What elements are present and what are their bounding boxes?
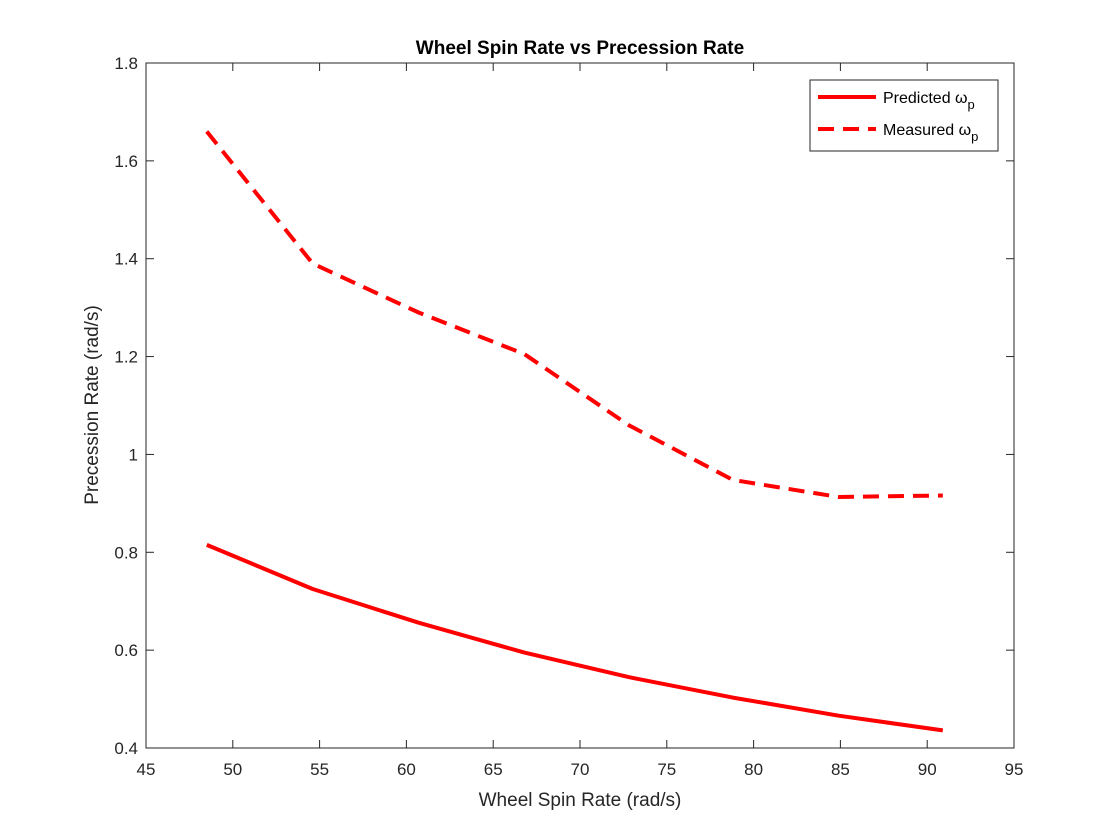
x-tick-label: 55 [310,760,329,779]
x-tick-label: 80 [744,760,763,779]
series-layer [205,130,944,733]
legend-label-text: Predicted ω [883,90,968,107]
x-tick-label: 70 [571,760,590,779]
y-tick-label: 0.8 [114,543,138,562]
series-line-measured [205,130,943,499]
x-tick-label: 90 [918,760,937,779]
plot-area [146,63,1014,748]
ticks-layer: 45 50 55 60 65 70 75 80 85 90 95 0.4 0.6 0.8 1 1.2 1.4 1.… [114,54,1023,779]
x-tick-label: 65 [484,760,503,779]
y-axis-label: Precession Rate (rad/s) [82,305,103,505]
y-tick-label: 0.4 [114,739,138,758]
legend-label-text: Measured ω [883,122,971,139]
y-tick-label: 1.6 [114,152,138,171]
y-tick-label: 1.8 [114,54,138,73]
legend-box [809,79,999,152]
legend-label: Predicted ωp [883,90,975,112]
x-axis-label: Wheel Spin Rate (rad/s) [479,790,682,811]
series-line-predicted [206,543,944,733]
x-tick-label: 60 [397,760,416,779]
legend-label: Measured ωp [883,122,978,144]
chart-title: Wheel Spin Rate vs Precession Rate [416,38,744,59]
legend-label-subscript: p [971,129,978,144]
x-tick-label: 95 [1005,760,1024,779]
legend-label-subscript: p [968,97,975,112]
x-tick-label: 45 [137,760,156,779]
y-tick-label: 1 [129,445,138,464]
x-tick-label: 75 [657,760,676,779]
x-tick-label: 50 [223,760,242,779]
y-tick-label: 1.2 [114,348,138,367]
x-tick-label: 85 [831,760,850,779]
y-tick-label: 1.4 [114,250,138,269]
y-tick-label: 0.6 [114,641,138,660]
